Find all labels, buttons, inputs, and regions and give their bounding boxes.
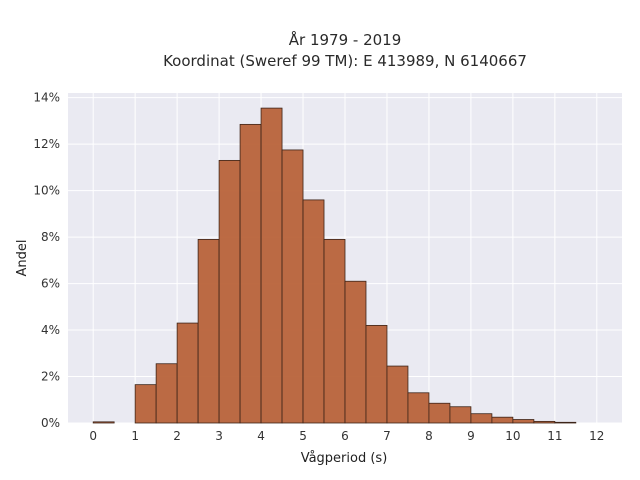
histogram-bar [197, 239, 220, 424]
x-axis-label: Vågperiod (s) [301, 451, 388, 466]
histogram-bar [449, 406, 472, 424]
x-tick-label: 2 [173, 429, 181, 443]
x-tick-label: 11 [547, 429, 562, 443]
histogram-bar [239, 123, 262, 424]
chart-title-line-2: Koordinat (Sweref 99 TM): E 413989, N 61… [163, 52, 527, 70]
x-tick-label: 0 [89, 429, 97, 443]
x-tick-label: 9 [467, 429, 475, 443]
x-tick-label: 3 [215, 429, 223, 443]
histogram-bar [218, 159, 241, 424]
chart-title-line-1: År 1979 - 2019 [289, 30, 402, 49]
x-tick-label: 10 [505, 429, 520, 443]
x-tick-label: 7 [383, 429, 391, 443]
x-tick-label: 12 [589, 429, 604, 443]
histogram-bar [281, 149, 304, 424]
x-axis-ticks: 0 1 2 3 4 5 6 7 8 9 10 11 12 [89, 429, 604, 443]
x-tick-label: 8 [425, 429, 433, 443]
y-tick-label: 14% [33, 91, 60, 105]
histogram-bar [176, 322, 199, 424]
histogram-bar [512, 419, 535, 424]
y-tick-label: 8% [41, 230, 60, 244]
y-tick-label: 12% [33, 137, 60, 151]
histogram-bar [386, 365, 409, 424]
x-tick-label: 1 [131, 429, 139, 443]
y-tick-label: 10% [33, 184, 60, 198]
histogram-bar [533, 420, 556, 424]
histogram-bars [92, 107, 577, 424]
y-tick-label: 4% [41, 323, 60, 337]
y-tick-label: 2% [41, 370, 60, 384]
y-axis-ticks: 0% 2% 4% 6% 8% 10% 12% 14% [33, 91, 60, 430]
y-tick-label: 0% [41, 416, 60, 430]
histogram-bar [344, 280, 367, 424]
x-tick-label: 4 [257, 429, 265, 443]
histogram-bar [428, 402, 451, 424]
y-axis-label: Andel [15, 240, 30, 277]
histogram-bar [134, 384, 157, 424]
histogram-bar [407, 392, 430, 424]
x-tick-label: 5 [299, 429, 307, 443]
histogram-bar [260, 107, 283, 424]
histogram-bar [554, 421, 577, 424]
histogram-bar [365, 324, 388, 424]
histogram-bar [92, 421, 115, 424]
histogram-bar [302, 199, 325, 424]
x-tick-label: 6 [341, 429, 349, 443]
histogram-bar [491, 416, 514, 424]
histogram-bar [155, 363, 178, 424]
histogram-bar [470, 413, 493, 424]
y-tick-label: 6% [41, 277, 60, 291]
histogram-bar [323, 239, 346, 424]
